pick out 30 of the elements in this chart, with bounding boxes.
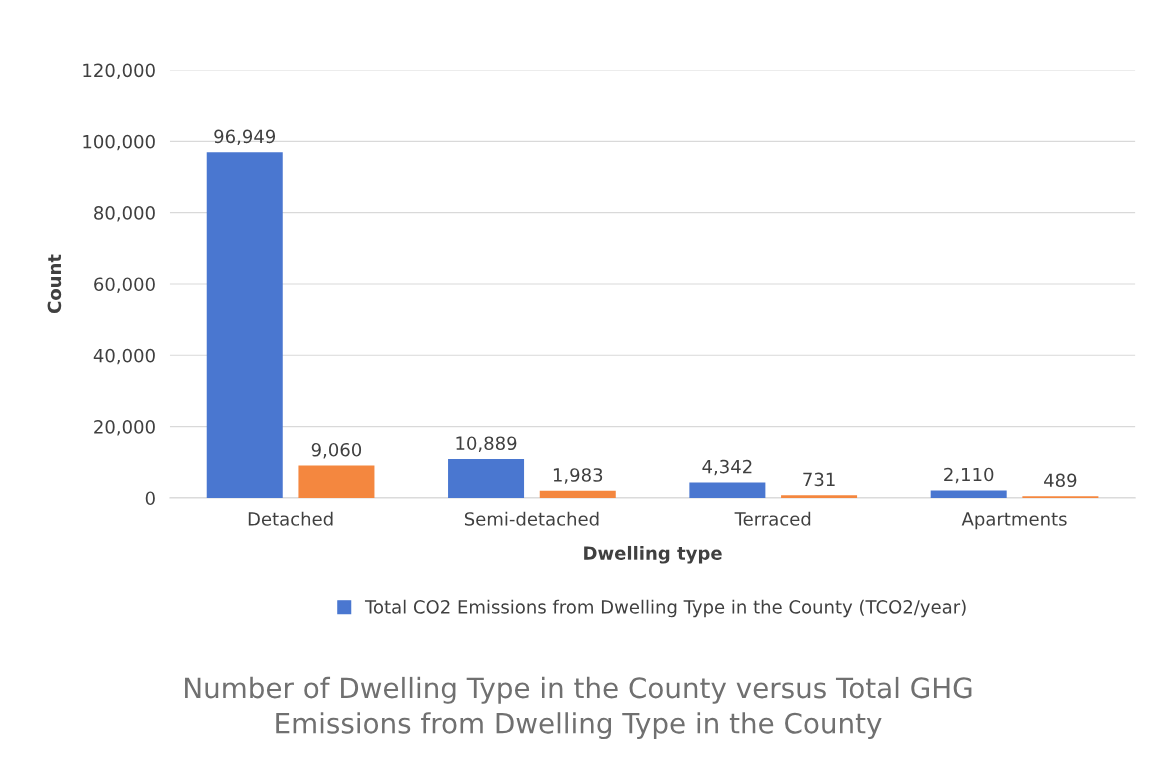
data-label: 10,889	[456, 436, 517, 452]
y-tick-label: 100,000	[83, 134, 155, 151]
bar	[206, 152, 283, 498]
data-label: 2,110	[944, 467, 994, 484]
bar	[689, 482, 766, 498]
bar	[448, 459, 525, 498]
data-label: 4,342	[702, 459, 752, 476]
x-tick-label: Terraced	[734, 511, 811, 526]
legend-label: Total CO2 Emissions from Dwelling Type in the County (TCO2/year)	[364, 599, 966, 618]
x-tick-label: Detached	[248, 511, 333, 526]
x-axis-title: Dwelling type	[584, 545, 722, 564]
bar	[298, 465, 375, 498]
data-label: 9,060	[311, 442, 362, 459]
bar	[781, 495, 858, 498]
y-tick-label: 60,000	[94, 277, 155, 293]
bar	[930, 490, 1007, 498]
y-tick-label: 120,000	[83, 63, 155, 79]
y-tick-label: 20,000	[94, 420, 155, 436]
y-axis-title: Count	[47, 254, 62, 314]
x-tick-label: Semi-detached	[464, 511, 599, 526]
data-label: 489	[1044, 473, 1077, 488]
y-tick-label: 0	[145, 491, 155, 506]
data-label: 96,949	[214, 129, 276, 145]
text: Number of Dwelling Type in the County versus Total GHG Emissions from Dwelling Type in the County	[185, 676, 972, 740]
data-label: 731	[803, 472, 835, 487]
x-tick-label: Apartments	[961, 512, 1067, 530]
bar	[539, 490, 616, 498]
data-label: 1,983	[553, 468, 603, 484]
y-tick-label: 80,000	[94, 206, 155, 222]
y-tick-label: 40,000	[93, 348, 155, 365]
